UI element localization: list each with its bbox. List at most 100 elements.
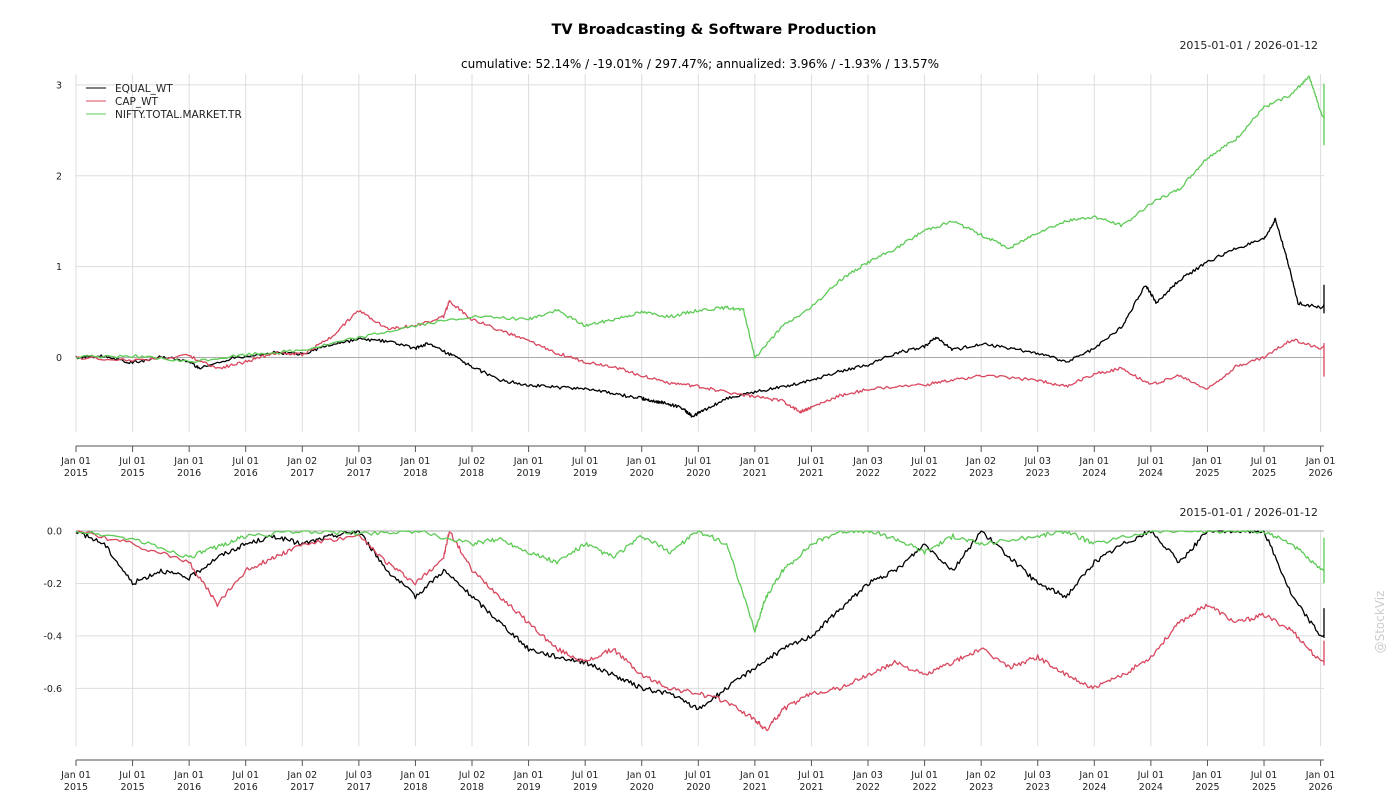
bottom-ytick-label-2: -0.4 bbox=[43, 631, 62, 642]
top-ytick-label-3: 3 bbox=[56, 80, 62, 91]
bottom-xtick-label-16: Jan 02 bbox=[965, 770, 996, 781]
bottom-xtick-label-2: Jan 01 bbox=[173, 770, 204, 781]
top-xtick-label-12: Jan 01 bbox=[739, 456, 770, 467]
bottom-xtick-year-15: 2022 bbox=[913, 782, 937, 793]
legend: EQUAL_WT CAP_WT NIFTY.TOTAL.MARKET.TR bbox=[86, 83, 242, 121]
chart-title: TV Broadcasting & Software Production bbox=[552, 22, 877, 38]
top-xtick-label-9: Jul 01 bbox=[571, 456, 599, 467]
top-xtick-year-1: 2015 bbox=[120, 468, 144, 479]
top-xtick-year-7: 2018 bbox=[460, 468, 484, 479]
top-xtick-year-8: 2019 bbox=[516, 468, 540, 479]
bottom-xtick-label-18: Jan 01 bbox=[1078, 770, 1109, 781]
top-xtick-year-12: 2021 bbox=[743, 468, 767, 479]
bottom-xtick-year-20: 2025 bbox=[1195, 782, 1219, 793]
bottom-xtick-label-10: Jan 01 bbox=[626, 770, 657, 781]
top-xtick-year-10: 2020 bbox=[630, 468, 654, 479]
top-xtick-label-6: Jan 01 bbox=[400, 456, 431, 467]
bottom-xtick-year-6: 2018 bbox=[403, 782, 427, 793]
top-xtick-year-5: 2017 bbox=[347, 468, 371, 479]
bottom-xtick-year-22: 2026 bbox=[1309, 782, 1333, 793]
bottom-xtick-year-13: 2021 bbox=[799, 782, 823, 793]
top-xtick-label-14: Jan 03 bbox=[852, 456, 883, 467]
bottom-xtick-label-13: Jul 01 bbox=[797, 770, 825, 781]
top-xtick-label-10: Jan 01 bbox=[626, 456, 657, 467]
bottom-xtick-label-8: Jan 01 bbox=[513, 770, 544, 781]
top-xtick-year-13: 2021 bbox=[799, 468, 823, 479]
top-xtick-year-14: 2022 bbox=[856, 468, 880, 479]
bottom-xtick-label-20: Jan 01 bbox=[1192, 770, 1223, 781]
top-xtick-label-20: Jan 01 bbox=[1192, 456, 1223, 467]
bottom-xtick-year-4: 2017 bbox=[290, 782, 314, 793]
bottom-ytick-label-3: -0.6 bbox=[43, 684, 62, 695]
top-ytick-label-2: 2 bbox=[56, 171, 62, 182]
bottom-ytick-label-0: 0.0 bbox=[47, 527, 62, 538]
top-xtick-label-15: Jul 01 bbox=[910, 456, 938, 467]
top-xtick-label-5: Jul 03 bbox=[345, 456, 373, 467]
top-xtick-label-2: Jan 01 bbox=[173, 456, 204, 467]
bottom-xtick-label-19: Jul 01 bbox=[1137, 770, 1165, 781]
chart-subtitle: cumulative: 52.14% / -19.01% / 297.47%; … bbox=[461, 57, 939, 71]
top-xtick-label-17: Jul 03 bbox=[1023, 456, 1051, 467]
top-xtick-label-19: Jul 01 bbox=[1137, 456, 1165, 467]
top-xtick-label-8: Jan 01 bbox=[513, 456, 544, 467]
bottom-xtick-label-6: Jan 01 bbox=[400, 770, 431, 781]
top-series bbox=[75, 75, 1325, 418]
top-xtick-year-4: 2017 bbox=[290, 468, 314, 479]
bottom-ytick-label-1: -0.2 bbox=[43, 579, 62, 590]
bottom-xtick-label-11: Jul 01 bbox=[684, 770, 712, 781]
top-xtick-label-4: Jan 02 bbox=[286, 456, 317, 467]
bottom-grid bbox=[75, 530, 1324, 746]
bottom-xtick-year-1: 2015 bbox=[120, 782, 144, 793]
top-xtick-year-22: 2026 bbox=[1309, 468, 1333, 479]
bottom-xtick-label-5: Jul 03 bbox=[345, 770, 373, 781]
top-xtick-label-21: Jul 01 bbox=[1250, 456, 1278, 467]
bottom-xtick-year-7: 2018 bbox=[460, 782, 484, 793]
top-xtick-year-2: 2016 bbox=[177, 468, 201, 479]
bottom-xtick-label-22: Jan 01 bbox=[1305, 770, 1336, 781]
top-xtick-label-16: Jan 02 bbox=[965, 456, 996, 467]
top-ytick-label-0: 0 bbox=[56, 353, 62, 364]
top-xtick-year-3: 2016 bbox=[234, 468, 258, 479]
top-xtick-label-22: Jan 01 bbox=[1305, 456, 1336, 467]
bottom-xtick-label-1: Jul 01 bbox=[118, 770, 146, 781]
bottom-xtick-label-17: Jul 03 bbox=[1023, 770, 1051, 781]
top-xtick-label-0: Jan 01 bbox=[60, 456, 91, 467]
top-xtick-label-11: Jul 01 bbox=[684, 456, 712, 467]
top-ytick-label-1: 1 bbox=[56, 262, 62, 273]
bottom-xtick-year-3: 2016 bbox=[234, 782, 258, 793]
bottom-xtick-label-12: Jan 01 bbox=[739, 770, 770, 781]
top-y-ticks: 0 1 2 3 bbox=[56, 80, 62, 364]
top-xtick-label-18: Jan 01 bbox=[1078, 456, 1109, 467]
bottom-xtick-label-9: Jul 01 bbox=[571, 770, 599, 781]
bottom-xtick-year-17: 2023 bbox=[1026, 782, 1050, 793]
bottom-xtick-year-11: 2020 bbox=[686, 782, 710, 793]
bottom-xtick-year-8: 2019 bbox=[516, 782, 540, 793]
top-xtick-year-17: 2023 bbox=[1026, 468, 1050, 479]
top-series-equal-wt bbox=[75, 217, 1325, 418]
top-series-cap-wt bbox=[75, 299, 1325, 414]
bottom-xtick-year-0: 2015 bbox=[64, 782, 88, 793]
bottom-series bbox=[75, 530, 1325, 732]
top-xtick-year-16: 2023 bbox=[969, 468, 993, 479]
top-xtick-year-21: 2025 bbox=[1252, 468, 1276, 479]
bottom-xtick-label-14: Jan 03 bbox=[852, 770, 883, 781]
legend-label-equal-wt: EQUAL_WT bbox=[115, 83, 173, 95]
top-xtick-year-9: 2019 bbox=[573, 468, 597, 479]
top-grid bbox=[75, 74, 1324, 432]
top-xtick-year-18: 2024 bbox=[1082, 468, 1106, 479]
bottom-xtick-label-21: Jul 01 bbox=[1250, 770, 1278, 781]
bottom-xtick-label-0: Jan 01 bbox=[60, 770, 91, 781]
bottom-xtick-year-12: 2021 bbox=[743, 782, 767, 793]
bottom-series-cap-wt bbox=[76, 530, 1325, 732]
bottom-xtick-year-18: 2024 bbox=[1082, 782, 1106, 793]
bottom-series-equal-wt bbox=[75, 530, 1325, 711]
bottom-xtick-label-3: Jul 01 bbox=[231, 770, 259, 781]
top-xtick-year-15: 2022 bbox=[913, 468, 937, 479]
top-xtick-label-1: Jul 01 bbox=[118, 456, 146, 467]
bottom-xtick-year-19: 2024 bbox=[1139, 782, 1163, 793]
top-date-range: 2015-01-01 / 2026-01-12 bbox=[1179, 39, 1318, 52]
top-series-nifty-total-market-tr bbox=[75, 75, 1325, 364]
